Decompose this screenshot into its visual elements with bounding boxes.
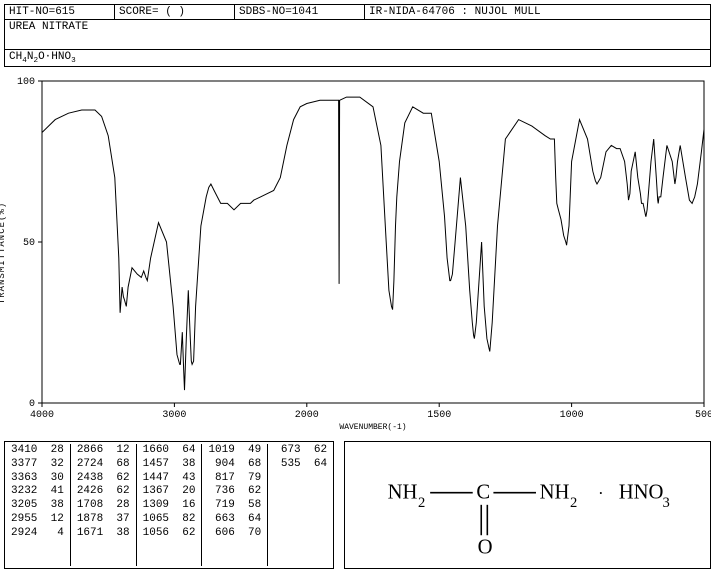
peak-row: 2724 68 — [77, 458, 130, 472]
svg-text:1000: 1000 — [560, 410, 584, 421]
peak-row: 3363 30 — [11, 472, 64, 486]
spectrum-chart: TRANSMITTANCE(%) 05010040003000200015001… — [4, 73, 711, 433]
svg-text:2: 2 — [418, 495, 425, 511]
peak-row: 2955 12 — [11, 513, 64, 527]
structure-box: NH2 C NH2 O · HNO3 — [344, 441, 711, 569]
svg-text:100: 100 — [17, 77, 35, 88]
svg-text:2: 2 — [570, 495, 577, 511]
svg-text:3000: 3000 — [162, 410, 186, 421]
peak-row: 736 62 — [208, 485, 261, 499]
hit-no-cell: HIT-NO=615 — [5, 5, 115, 19]
peak-row: 3205 38 — [11, 499, 64, 513]
svg-text:50: 50 — [23, 238, 35, 249]
svg-text:0: 0 — [29, 399, 35, 410]
peak-row: 719 58 — [208, 499, 261, 513]
peak-row: 3232 41 — [11, 485, 64, 499]
peak-row: 663 64 — [208, 513, 261, 527]
peak-row: 817 79 — [208, 472, 261, 486]
peak-row: 1367 20 — [143, 485, 196, 499]
peak-row: 606 70 — [208, 527, 261, 541]
svg-text:500: 500 — [695, 410, 711, 421]
molecular-formula: CH4N2O·HNO3 — [4, 50, 711, 67]
score-cell: SCORE= ( ) — [115, 5, 235, 19]
peak-row: 1309 16 — [143, 499, 196, 513]
peak-column: 2866 122724 682438 622426 621708 281878 … — [71, 444, 137, 566]
peak-table: 3410 283377 323363 303232 413205 382955 … — [4, 441, 334, 569]
svg-text:NH: NH — [388, 482, 418, 504]
peak-row: 2866 12 — [77, 444, 130, 458]
peak-row: 1457 38 — [143, 458, 196, 472]
peak-section: 3410 283377 323363 303232 413205 382955 … — [4, 441, 711, 569]
svg-text:WAVENUMBER(-1): WAVENUMBER(-1) — [339, 423, 406, 432]
peak-row: 2426 62 — [77, 485, 130, 499]
peak-column: 1019 49 904 68 817 79 736 62 719 58 663 … — [202, 444, 268, 566]
peak-column: 673 62 535 64 — [268, 444, 333, 566]
peak-row: 1019 49 — [208, 444, 261, 458]
peak-row: 1065 82 — [143, 513, 196, 527]
peak-row: 1708 28 — [77, 499, 130, 513]
sdbs-no-cell: SDBS-NO=1041 — [235, 5, 365, 19]
ir-info-cell: IR-NIDA-64706 : NUJOL MULL — [365, 5, 710, 19]
peak-row: 2438 62 — [77, 472, 130, 486]
svg-text:4000: 4000 — [30, 410, 54, 421]
y-axis-label: TRANSMITTANCE(%) — [0, 202, 7, 304]
peak-column: 3410 283377 323363 303232 413205 382955 … — [5, 444, 71, 566]
peak-row: 3410 28 — [11, 444, 64, 458]
peak-row: 1878 37 — [77, 513, 130, 527]
svg-text:C: C — [476, 482, 490, 504]
svg-text:NH: NH — [540, 482, 570, 504]
peak-row: 535 64 — [274, 458, 327, 472]
svg-text:2000: 2000 — [295, 410, 319, 421]
peak-row: 1671 38 — [77, 527, 130, 541]
peak-row: 2924 4 — [11, 527, 64, 541]
peak-row: 904 68 — [208, 458, 261, 472]
peak-row: 673 62 — [274, 444, 327, 458]
compound-name: UREA NITRATE — [4, 20, 711, 50]
svg-text:HNO: HNO — [619, 482, 664, 504]
structure-svg: NH2 C NH2 O · HNO3 — [345, 442, 710, 568]
peak-row: 3377 32 — [11, 458, 64, 472]
peak-column: 1660 641457 381447 431367 201309 161065 … — [137, 444, 203, 566]
svg-text:·: · — [598, 484, 604, 503]
svg-text:3: 3 — [663, 495, 670, 511]
peak-row: 1447 43 — [143, 472, 196, 486]
peak-row: 1660 64 — [143, 444, 196, 458]
svg-text:1500: 1500 — [427, 410, 451, 421]
spectrum-svg: 0 50 100 4000 3000 2000 1500 1000 500 WAVENUMBER(… — [4, 73, 711, 433]
svg-text:O: O — [478, 537, 493, 559]
peak-row: 1056 62 — [143, 527, 196, 541]
header-row: HIT-NO=615 SCORE= ( ) SDBS-NO=1041 IR-NI… — [4, 4, 711, 20]
